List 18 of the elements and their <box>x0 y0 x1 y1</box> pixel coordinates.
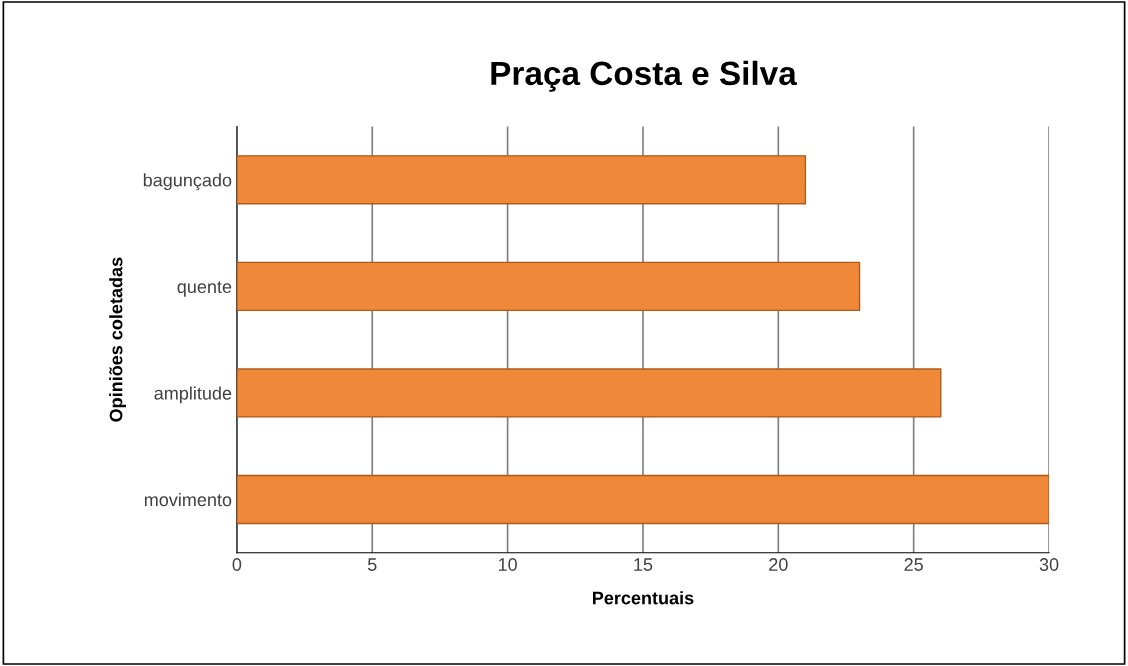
chart-title: Praça Costa e Silva <box>491 60 797 92</box>
y-tick-label: quente <box>177 281 232 297</box>
x-tick-label: 20 <box>769 558 788 571</box>
y-axis-title: Opiniões coletadas <box>109 257 126 422</box>
x-tick-label: 30 <box>1039 558 1059 571</box>
y-tick-label: amplitude <box>154 386 232 404</box>
bar <box>236 155 807 205</box>
x-tick-label: 5 <box>367 558 377 571</box>
x-tick-label: 0 <box>232 558 242 571</box>
bar <box>236 474 1050 525</box>
y-tick-label: bagunçado <box>143 173 232 191</box>
x-tick-label: 25 <box>904 558 923 571</box>
bar <box>236 261 861 312</box>
y-tick-label: movimento <box>144 492 232 507</box>
x-tick-label: 10 <box>498 558 517 571</box>
x-tick-label: 15 <box>634 558 653 571</box>
bar <box>236 368 942 418</box>
x-axis-title: Percentuais <box>592 591 694 605</box>
